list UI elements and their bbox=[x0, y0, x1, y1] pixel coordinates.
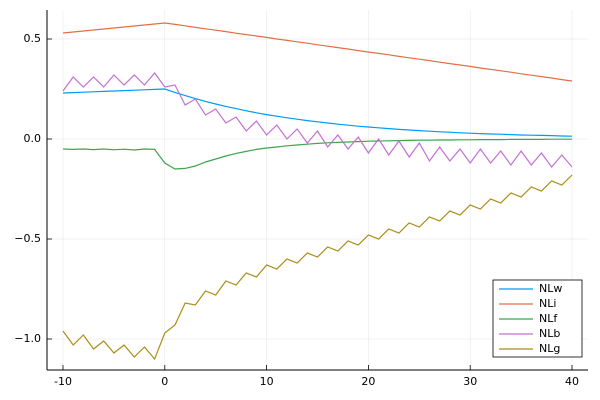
x-tick-label: -10 bbox=[54, 375, 72, 388]
line-series bbox=[62, 88, 573, 137]
legend-label: NLb bbox=[539, 327, 560, 340]
line-series bbox=[62, 72, 573, 168]
y-tick-label: 0.5 bbox=[24, 32, 42, 45]
y-tick-label: 0.0 bbox=[24, 132, 42, 145]
line-series bbox=[62, 22, 573, 82]
line-series bbox=[62, 174, 573, 361]
line-series bbox=[62, 138, 573, 170]
x-tick-label: 20 bbox=[361, 375, 375, 388]
legend-label: NLf bbox=[539, 312, 558, 325]
x-tick-label: 10 bbox=[260, 375, 274, 388]
x-tick-label: 40 bbox=[565, 375, 579, 388]
legend-label: NLi bbox=[539, 297, 556, 310]
y-tick-label: −0.5 bbox=[14, 232, 41, 245]
x-tick-label: 0 bbox=[161, 375, 168, 388]
x-tick-label: 30 bbox=[463, 375, 477, 388]
legend: NLw NLi NLf NLb NLg bbox=[492, 279, 583, 358]
legend-label: NLg bbox=[539, 342, 560, 355]
legend-label: NLw bbox=[539, 282, 562, 295]
y-tick-label: −1.0 bbox=[14, 332, 41, 345]
